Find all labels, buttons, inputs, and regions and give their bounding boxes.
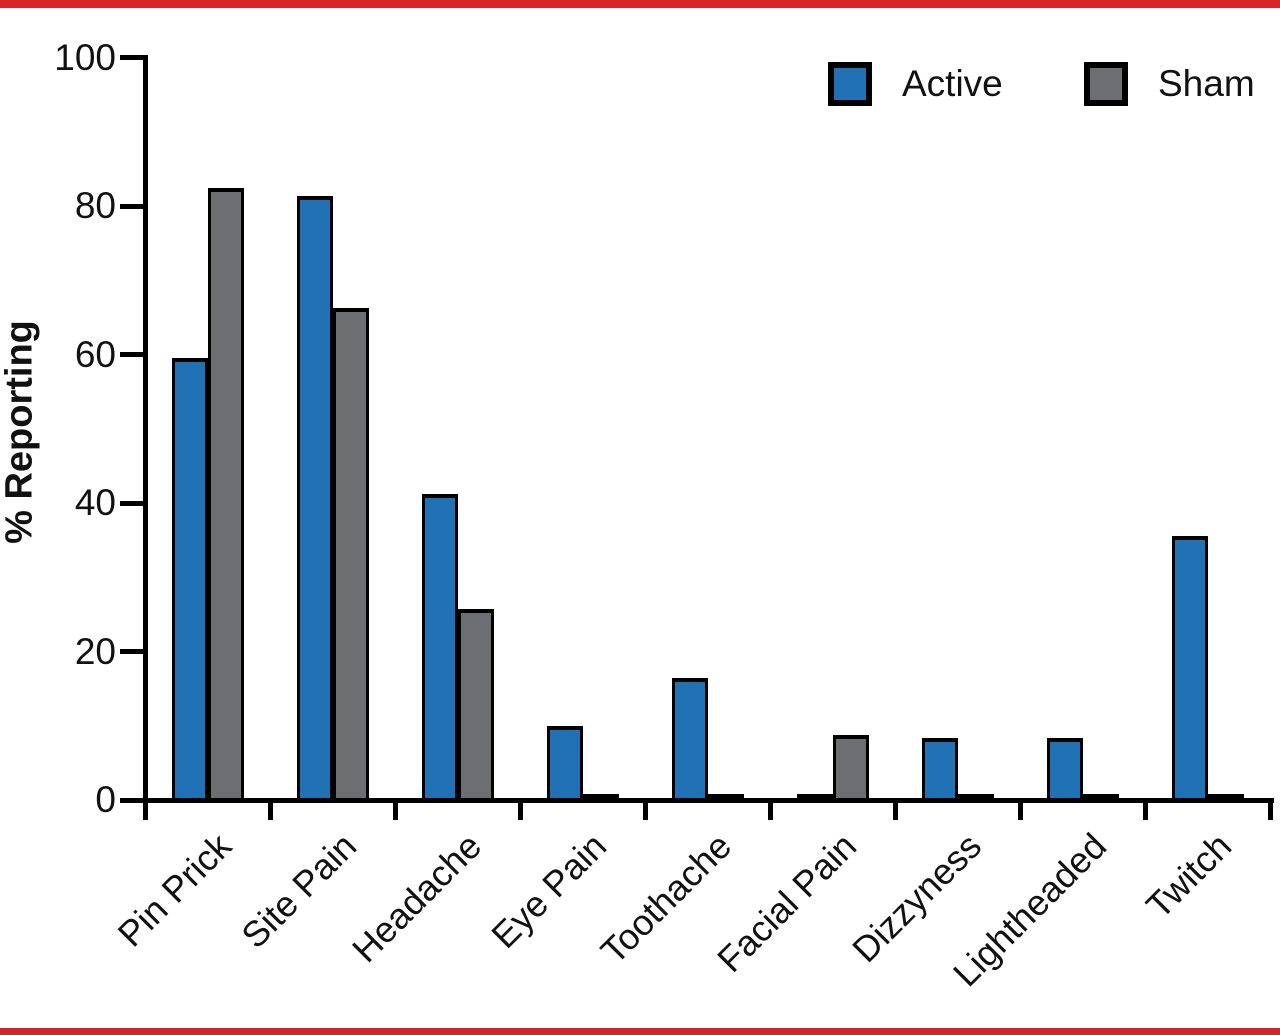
x-axis-tick (393, 800, 398, 820)
bar-active-site-pain (297, 196, 333, 800)
x-axis-tick (1268, 800, 1273, 820)
legend-label: Active (902, 63, 1003, 104)
bar-active-toothache (672, 678, 708, 800)
y-tick-label: 40 (74, 482, 116, 523)
y-axis-tick (120, 500, 144, 506)
y-axis-tick (120, 203, 144, 209)
y-tick-label: 100 (54, 36, 116, 78)
bar-sham-facial-pain (833, 735, 869, 800)
legend-item-sham: Sham (1084, 62, 1255, 106)
bar-sham-pin-prick (208, 188, 244, 800)
y-axis-tick (120, 797, 144, 803)
bar-active-headache (422, 494, 458, 800)
bar-sham-site-pain (333, 308, 369, 800)
bar-active-eye-pain (547, 726, 583, 800)
x-axis-line (143, 798, 1274, 803)
y-axis-line (143, 55, 148, 803)
x-axis-tick (1018, 800, 1023, 820)
x-axis-tick (1143, 800, 1148, 820)
x-axis-tick (768, 800, 773, 820)
bar-sham-twitch (1208, 794, 1244, 800)
top-border-stripe (0, 0, 1280, 8)
y-tick-label: 80 (74, 185, 116, 226)
bar-sham-toothache (708, 794, 744, 800)
bar-sham-eye-pain (583, 794, 619, 800)
bar-sham-lightheaded (1083, 794, 1119, 800)
bar-active-lightheaded (1047, 738, 1083, 800)
y-tick-label: 20 (74, 630, 116, 672)
x-axis-tick (268, 800, 273, 820)
bottom-border-stripe (0, 1028, 1280, 1035)
legend-swatch-active (828, 62, 872, 106)
bar-active-twitch (1172, 536, 1208, 800)
bar-sham-dizzyness (958, 794, 994, 800)
y-axis-tick (120, 55, 144, 60)
x-axis-tick (143, 800, 148, 820)
bar-active-facial-pain (797, 794, 833, 800)
legend-label: Sham (1158, 63, 1255, 104)
y-tick-label: 60 (74, 333, 116, 375)
legend-item-active: Active (828, 62, 1003, 106)
y-tick-label: 0 (95, 779, 116, 820)
x-axis-tick (518, 800, 523, 820)
bar-active-dizzyness (922, 738, 958, 800)
x-axis-tick (893, 800, 898, 820)
legend-swatch-sham (1084, 62, 1128, 106)
y-axis-tick (120, 649, 144, 654)
bar-sham-headache (458, 609, 494, 800)
x-axis-tick (643, 800, 648, 820)
y-axis-tick (120, 352, 144, 357)
bar-active-pin-prick (172, 358, 208, 800)
